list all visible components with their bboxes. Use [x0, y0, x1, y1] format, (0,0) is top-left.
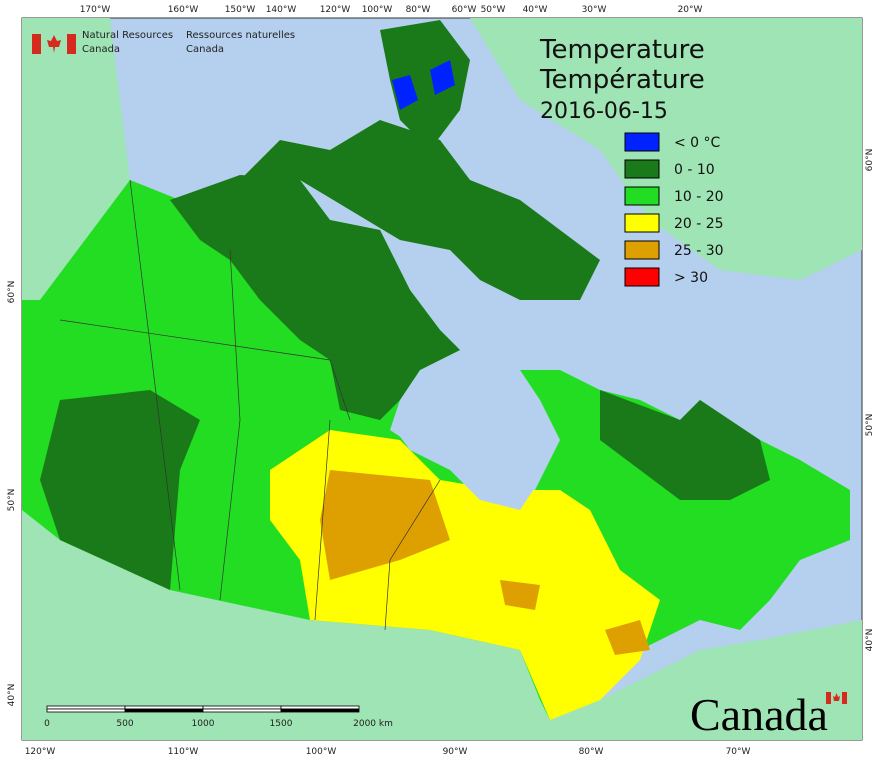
agency-signature: Natural Resources Canada Ressources natu… [32, 30, 295, 55]
scale-label: 1000 [192, 719, 215, 729]
longitude-label: 110°W [168, 747, 199, 757]
longitude-label: 30°W [582, 5, 607, 15]
legend-label: 10 - 20 [674, 189, 724, 205]
scale-segment [46, 708, 126, 713]
scale-segment [202, 705, 282, 710]
scale-label: 500 [116, 719, 133, 729]
temperature-zones [22, 20, 850, 720]
scale-segment [124, 705, 204, 710]
longitude-label: 150°W [225, 5, 256, 15]
legend-swatch [624, 159, 660, 179]
agency-en: Natural Resources [82, 30, 173, 41]
wordmark: Canada [690, 689, 828, 740]
longitude-label: 80°W [579, 747, 604, 757]
longitude-label: 40°W [523, 5, 548, 15]
longitude-label: 120°W [320, 5, 351, 15]
longitude-label: 20°W [678, 5, 703, 15]
legend: < 0 °C 0 - 10 10 - 20 20 - 25 25 - 30 > 30 [624, 132, 724, 287]
land [22, 18, 862, 740]
latitude-label: 60°N [865, 149, 875, 172]
scale-segment [124, 708, 204, 713]
legend-label: 20 - 25 [674, 216, 724, 232]
scale-bar: 0 500 1000 1500 2000 km [44, 705, 393, 729]
longitude-label: 80°W [406, 5, 431, 15]
longitude-label: 70°W [726, 747, 751, 757]
longitude-label: 100°W [362, 5, 393, 15]
agency-fr: Ressources naturelles [186, 30, 295, 41]
date: 2016-06-15 [540, 99, 668, 124]
scale-segment [280, 708, 360, 713]
legend-swatch [624, 240, 660, 260]
legend-label: > 30 [674, 270, 708, 286]
scale-label: 2000 km [353, 719, 393, 729]
latitude-label: 50°N [7, 489, 17, 512]
scale-label: 1500 [270, 719, 293, 729]
scale-segment [46, 705, 126, 710]
latitude-label: 40°N [7, 684, 17, 707]
legend-swatch [624, 267, 660, 287]
title: Température [539, 65, 705, 95]
agency-en: Canada [82, 44, 120, 55]
legend-swatch [624, 132, 660, 152]
scale-segment [202, 708, 282, 713]
latitude-label: 60°N [7, 281, 17, 304]
scale-segment [280, 705, 360, 710]
boundaries [59, 179, 441, 631]
longitude-label: 120°W [25, 747, 56, 757]
agency-fr: Canada [186, 44, 224, 55]
latitude-label: 40°N [865, 629, 875, 652]
wordmark-flag [826, 692, 847, 704]
legend-label: < 0 °C [674, 135, 721, 151]
title: Temperature [539, 35, 705, 65]
graticule-labels: 170°W 160°W 150°W 140°W 120°W 100°W 80°W 60°W 50… [7, 5, 875, 757]
legend-label: 0 - 10 [674, 162, 715, 178]
legend-label: 25 - 30 [674, 243, 724, 259]
longitude-label: 60°W [452, 5, 477, 15]
scale-label: 0 [44, 719, 50, 729]
longitude-label: 90°W [443, 747, 468, 757]
longitude-label: 170°W [80, 5, 111, 15]
legend-swatch [624, 213, 660, 233]
longitude-label: 160°W [168, 5, 199, 15]
longitude-label: 140°W [266, 5, 297, 15]
longitude-label: 50°W [481, 5, 506, 15]
legend-swatch [624, 186, 660, 206]
longitude-label: 100°W [306, 747, 337, 757]
latitude-label: 50°N [865, 414, 875, 437]
